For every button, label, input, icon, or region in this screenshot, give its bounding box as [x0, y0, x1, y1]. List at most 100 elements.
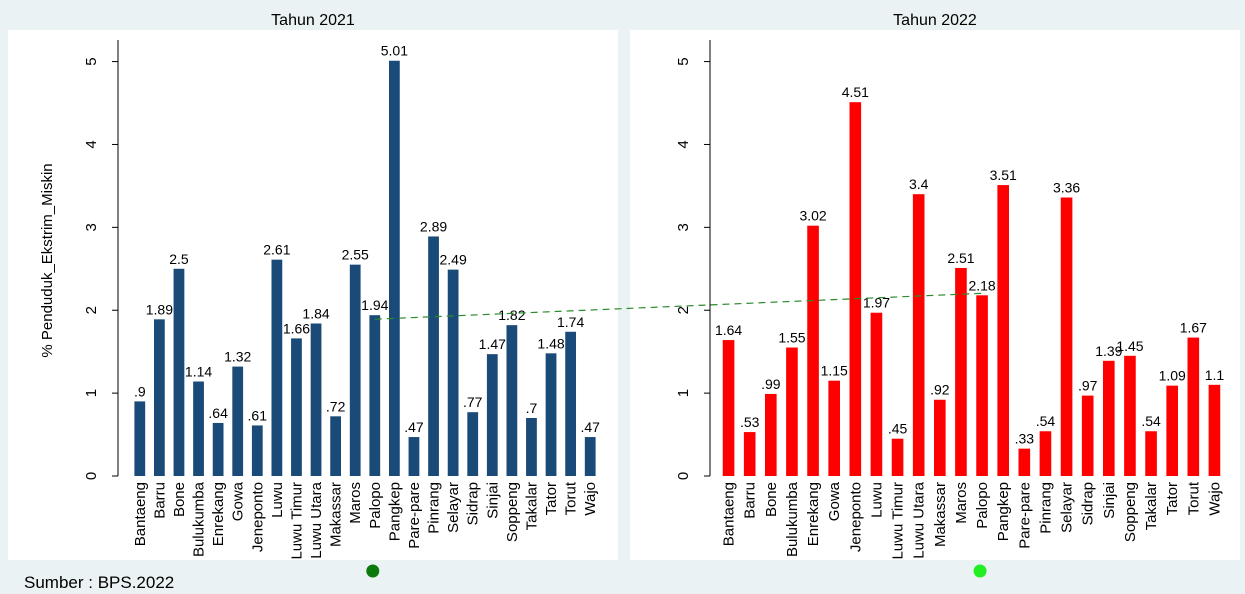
- left-x-category-label: Gowa: [230, 481, 247, 521]
- left-x-category-label: Soppeng: [504, 482, 521, 542]
- left-bar-value-label: 1.84: [302, 305, 329, 321]
- left-bar-value-label: 1.74: [557, 314, 584, 330]
- left-bar-value-label: 1.82: [498, 307, 525, 323]
- left-x-category-label: Selayar: [445, 482, 462, 533]
- left-bar: [565, 331, 577, 476]
- left-x-category-label: Bone: [171, 482, 188, 517]
- right-bar-value-label: .33: [1015, 431, 1035, 447]
- left-x-category-label: Maros: [347, 482, 364, 524]
- left-bar: [173, 268, 185, 476]
- left-bar-value-label: .64: [208, 405, 228, 421]
- right-bar: [1145, 431, 1157, 476]
- left-bar: [271, 259, 283, 476]
- left-bar-value-label: .9: [134, 383, 146, 399]
- left-bar: [291, 338, 302, 476]
- right-bar: [807, 225, 819, 476]
- right-bar-value-label: 1.1: [1205, 367, 1225, 383]
- left-bar-value-label: 1.66: [283, 320, 310, 336]
- left-x-category-label: Tator: [543, 482, 560, 515]
- left-x-category-label: Enrekang: [210, 482, 227, 546]
- right-x-category-label: Sidrap: [1080, 482, 1097, 525]
- left-x-category-label: Luwu: [269, 482, 286, 518]
- left-bar: [388, 60, 400, 476]
- left-bar: [584, 437, 596, 476]
- right-y-tick-label: 0: [675, 472, 692, 480]
- right-x-category-label: Bantaeng: [721, 482, 738, 546]
- left-x-category-label: Sidrap: [465, 482, 482, 525]
- right-x-category-label: Torut: [1185, 481, 1202, 515]
- left-y-tick-label: 1: [83, 389, 100, 397]
- right-x-category-label: Gowa: [826, 481, 843, 521]
- left-x-category-label: Jeneponto: [249, 482, 266, 552]
- left-y-tick-label: 0: [83, 472, 100, 480]
- right-bar: [1060, 197, 1073, 476]
- left-x-category-label: Palopo: [367, 482, 384, 529]
- left-bar-value-label: .61: [248, 407, 268, 423]
- left-bar-value-label: 1.47: [479, 336, 506, 352]
- right-bar: [1208, 384, 1221, 476]
- right-chart-title: Tahun 2022: [893, 12, 977, 29]
- right-bar-value-label: .54: [1036, 413, 1056, 429]
- right-x-category-label: Sinjai: [1101, 482, 1118, 519]
- left-y-tick-label: 2: [83, 306, 100, 314]
- right-x-category-label: Takalar: [1143, 482, 1160, 530]
- right-x-category-label: Barru: [742, 482, 759, 519]
- left-x-category-label: Pinrang: [426, 482, 443, 534]
- right-bar-value-label: 1.64: [715, 322, 742, 338]
- right-x-category-label: Luwu: [868, 482, 885, 518]
- left-x-category-label: Makassar: [328, 482, 345, 547]
- right-bar-value-label: 1.67: [1180, 320, 1207, 336]
- right-x-category-label: Luwu Timur: [890, 482, 907, 560]
- left-chart-title: Tahun 2021: [271, 12, 355, 29]
- right-title-strip: [630, 8, 1240, 30]
- right-x-category-label: Tator: [1164, 482, 1181, 515]
- right-x-category-label: Bulukumba: [784, 481, 801, 557]
- right-x-category-label: Pare-pare: [1016, 482, 1033, 549]
- right-bar: [976, 295, 988, 476]
- left-bar-value-label: 2.49: [440, 252, 467, 268]
- left-bar: [408, 437, 420, 476]
- left-bar-value-label: 1.94: [361, 297, 388, 313]
- left-bar: [526, 417, 537, 476]
- left-bar-value-label: 1.89: [146, 301, 173, 317]
- left-bar: [447, 269, 459, 476]
- left-bar: [193, 381, 204, 476]
- left-bar: [506, 325, 518, 476]
- right-x-category-label: Bone: [763, 482, 780, 517]
- left-x-category-label: Torut: [563, 481, 580, 515]
- left-bar: [545, 353, 557, 476]
- right-bar-value-label: 2.18: [968, 277, 995, 293]
- right-y-tick-label: 3: [675, 223, 692, 231]
- left-bar: [153, 319, 165, 476]
- right-bar-value-label: 1.97: [863, 295, 890, 311]
- right-bar-value-label: 3.4: [909, 176, 929, 192]
- right-bar: [955, 267, 967, 476]
- left-y-axis-title: % Penduduk_Ekstrim_Miskin: [39, 163, 56, 357]
- right-bar-value-label: 3.02: [799, 208, 826, 224]
- right-bar: [1124, 355, 1136, 476]
- left-bar-value-label: .72: [326, 398, 346, 414]
- left-bar-value-label: .47: [404, 419, 424, 435]
- right-bar: [722, 340, 735, 476]
- right-x-category-label: Luwu Utara: [911, 481, 928, 558]
- left-marker-dot: [366, 564, 380, 578]
- right-bar: [786, 347, 798, 476]
- right-bar: [849, 102, 862, 477]
- right-x-category-label: Palopo: [974, 482, 991, 529]
- right-bar: [1018, 448, 1031, 476]
- right-x-category-label: Makassar: [932, 482, 949, 547]
- right-x-category-label: Jeneponto: [847, 482, 864, 552]
- right-bar: [912, 194, 925, 476]
- left-bar: [310, 323, 322, 476]
- right-bar: [1187, 337, 1200, 476]
- source-note: Sumber : BPS.2022: [24, 573, 175, 592]
- left-bar: [330, 416, 342, 476]
- left-bar-value-label: .7: [526, 400, 538, 416]
- right-x-category-label: Pangkep: [995, 482, 1012, 541]
- right-x-category-label: Wajo: [1206, 482, 1223, 516]
- right-bar-value-label: 2.51: [947, 250, 974, 266]
- left-title-strip: [8, 8, 618, 30]
- right-x-category-label: Enrekang: [805, 482, 822, 546]
- right-bar: [743, 432, 756, 476]
- left-x-category-label: Sinjai: [484, 482, 501, 519]
